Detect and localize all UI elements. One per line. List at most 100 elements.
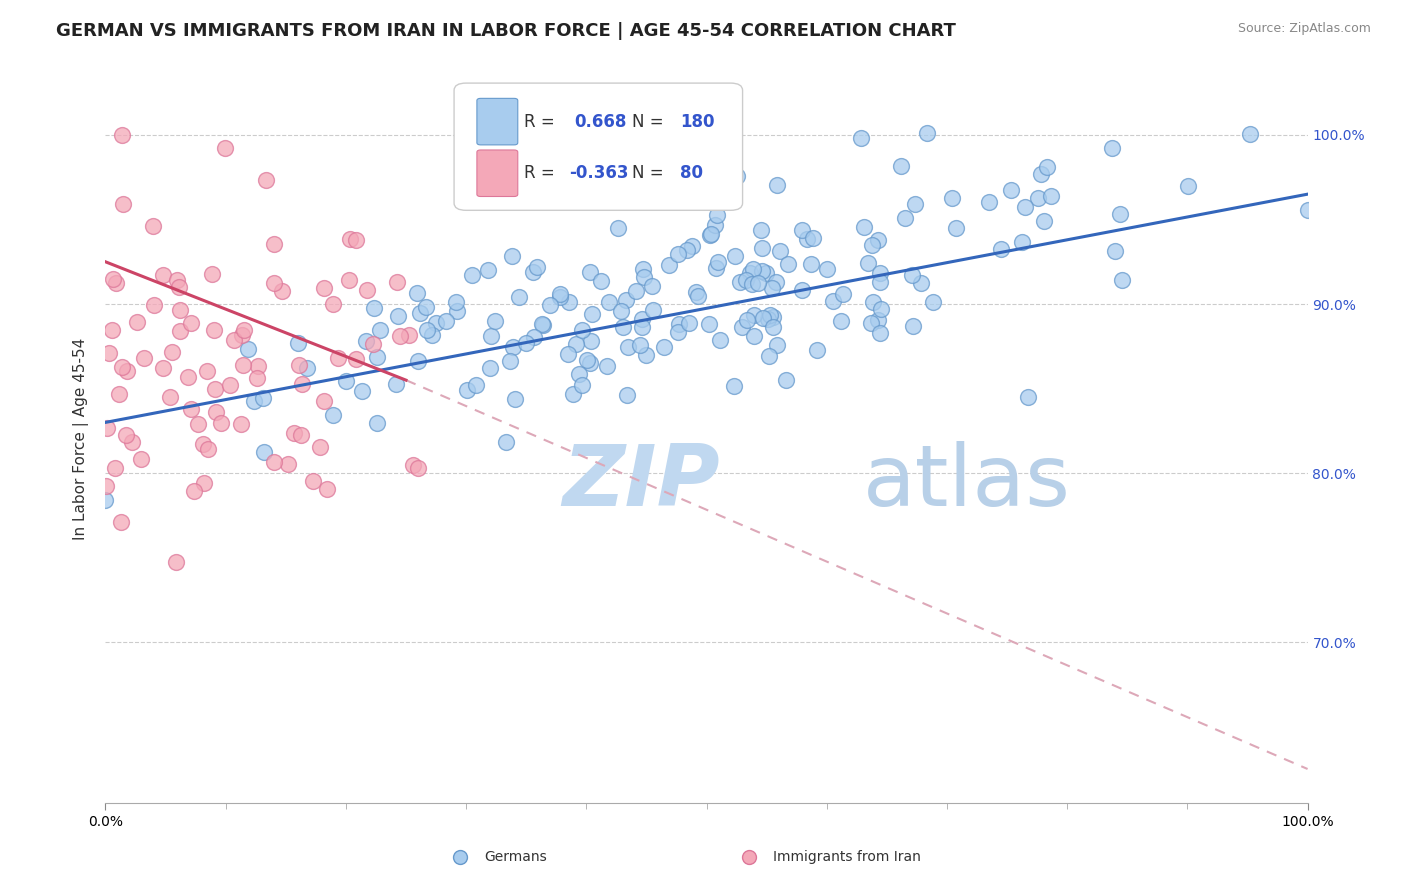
FancyBboxPatch shape — [477, 150, 517, 196]
Point — [581, 307, 603, 321]
Point — [346, 351, 368, 366]
Text: 0.668: 0.668 — [574, 112, 627, 130]
Point — [765, 178, 787, 193]
Point — [759, 308, 782, 322]
Point — [894, 211, 917, 225]
Point — [531, 318, 554, 333]
Text: R =: R = — [524, 112, 554, 130]
Point — [271, 284, 294, 298]
Point — [565, 337, 588, 351]
Point — [1104, 244, 1126, 258]
Point — [108, 387, 131, 401]
Point — [619, 111, 641, 125]
Point — [444, 295, 467, 310]
Point — [202, 323, 225, 337]
Point — [165, 555, 187, 569]
Point — [868, 313, 890, 327]
Point — [219, 378, 242, 392]
Point — [183, 483, 205, 498]
Point — [243, 394, 266, 409]
Point — [624, 284, 647, 298]
Point — [598, 295, 620, 310]
Point — [204, 405, 226, 419]
Text: N =: N = — [631, 112, 664, 130]
Point — [901, 268, 924, 282]
Point — [1011, 235, 1033, 249]
Point — [526, 260, 548, 275]
Point — [742, 308, 765, 322]
Point — [790, 283, 813, 297]
Point — [388, 328, 411, 343]
Point — [904, 197, 927, 211]
Point — [114, 428, 136, 442]
Point — [246, 359, 269, 374]
Text: Germans: Germans — [484, 850, 547, 864]
Point — [121, 435, 143, 450]
Point — [406, 354, 429, 368]
Point — [254, 173, 277, 187]
Point — [979, 195, 1001, 210]
Point — [415, 300, 437, 314]
Point — [548, 290, 571, 304]
Point — [129, 452, 152, 467]
Point — [344, 233, 367, 247]
Point — [922, 295, 945, 310]
Point — [159, 390, 181, 404]
Point — [110, 515, 132, 529]
Point — [742, 329, 765, 343]
Point — [752, 310, 775, 325]
Point — [1026, 191, 1049, 205]
Point — [385, 275, 408, 289]
Text: -0.363: -0.363 — [569, 163, 628, 181]
Point — [314, 281, 336, 295]
Point — [197, 442, 219, 457]
Point — [152, 360, 174, 375]
Point — [778, 257, 800, 271]
Point — [111, 197, 134, 211]
Point — [187, 417, 209, 432]
Point — [326, 351, 349, 365]
Point — [658, 258, 681, 272]
Point — [1239, 127, 1261, 141]
Point — [751, 241, 773, 255]
Point — [167, 280, 190, 294]
Point — [209, 416, 232, 430]
Point — [416, 323, 439, 337]
Point — [502, 340, 524, 354]
Point — [681, 239, 703, 253]
Point — [775, 373, 797, 387]
Point — [747, 277, 769, 291]
Point — [706, 208, 728, 222]
Point — [287, 336, 309, 351]
Point — [567, 368, 589, 382]
Point — [222, 333, 245, 347]
Point — [464, 378, 486, 392]
Point — [522, 265, 544, 279]
Point — [1014, 200, 1036, 214]
Point — [631, 320, 654, 334]
Point — [101, 323, 124, 337]
Point — [434, 314, 457, 328]
Point — [387, 310, 409, 324]
Point — [335, 374, 357, 388]
Point — [97, 345, 120, 359]
Point — [945, 220, 967, 235]
Point — [169, 324, 191, 338]
Point — [287, 358, 309, 372]
Point — [479, 328, 502, 343]
Point — [631, 311, 654, 326]
Point — [756, 311, 779, 326]
Point — [402, 458, 425, 472]
Text: 180: 180 — [681, 112, 714, 130]
Point — [860, 316, 883, 330]
Point — [643, 303, 665, 318]
Point — [180, 316, 202, 330]
Point — [1296, 203, 1319, 218]
Point — [578, 356, 600, 370]
Point — [596, 359, 619, 373]
Point — [162, 345, 184, 359]
Point — [1039, 188, 1062, 202]
Point — [127, 315, 149, 329]
Point — [762, 319, 785, 334]
Point — [738, 266, 761, 280]
